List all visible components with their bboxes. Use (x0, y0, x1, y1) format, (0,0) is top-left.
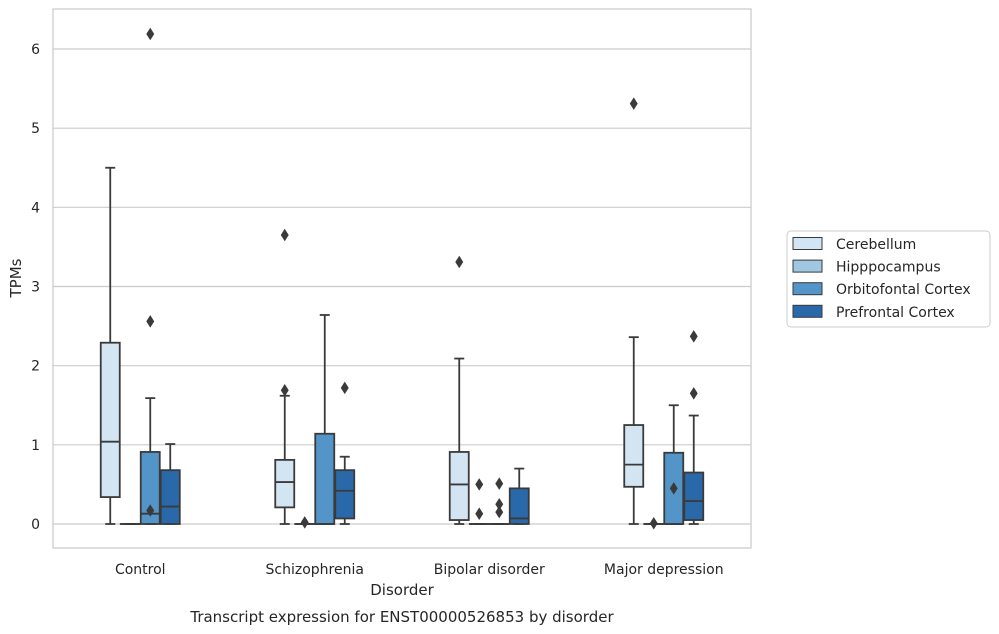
box-cerebellum (623, 97, 645, 525)
y-tick-label: 6 (31, 42, 40, 58)
x-tick-label: Schizophrenia (266, 562, 364, 578)
legend-frame (786, 230, 991, 328)
outlier-point (146, 315, 155, 328)
legend-swatch (792, 282, 823, 296)
legend-label: Cerebellum (836, 237, 916, 253)
box-orbitofontal-cortex (663, 404, 685, 525)
legend-label: Prefrontal Cortex (836, 305, 955, 321)
box-iqr (159, 469, 181, 525)
outlier-point (495, 477, 504, 490)
box-plot-area (99, 27, 705, 530)
y-tick-label: 1 (31, 438, 40, 454)
outlier-point (146, 504, 155, 517)
x-tick-label: Control (115, 562, 166, 578)
box-iqr (314, 432, 336, 525)
box-prefrontal-cortex (334, 381, 356, 525)
y-tick-label: 5 (31, 121, 40, 137)
plot-frame (52, 8, 752, 549)
y-tick-label: 4 (31, 200, 40, 216)
box-cerebellum (274, 228, 296, 525)
outlier-point (689, 387, 698, 400)
outlier-point (455, 255, 464, 269)
outlier-point (300, 516, 309, 529)
outlier-point (340, 381, 349, 395)
box-prefrontal-cortex (683, 330, 705, 525)
y-axis-ticks: 0 1 2 3 4 5 6 (31, 42, 40, 533)
legend-swatch (792, 259, 823, 273)
box-cerebellum (448, 255, 470, 525)
box-prefrontal-cortex (508, 467, 530, 525)
x-axis-title: Disorder (370, 581, 434, 599)
outlier-point (475, 507, 484, 520)
legend-label: Orbitofontal Cortex (836, 282, 971, 298)
outlier-point (280, 228, 289, 242)
box-cerebellum (99, 166, 121, 525)
box-iqr (508, 487, 530, 525)
box-iqr (99, 341, 121, 498)
box-hipppocampus (468, 478, 490, 525)
outlier-point (649, 516, 658, 530)
box-iqr (623, 424, 645, 488)
legend-swatch (792, 237, 823, 250)
box-hipppocampus (643, 516, 665, 530)
x-tick-label: Major depression (604, 562, 724, 578)
y-axis-title: TPMs (7, 258, 25, 298)
box-orbitofontal-cortex (314, 314, 336, 525)
box-iqr (139, 451, 161, 525)
outlier-point (146, 27, 155, 41)
legend-label: Hipppocampus (836, 260, 941, 276)
y-tick-label: 0 (31, 517, 40, 533)
outlier-point (280, 383, 289, 397)
box-iqr (334, 469, 356, 520)
box-iqr (683, 471, 705, 521)
outlier-point (629, 97, 638, 110)
y-tick-label: 3 (31, 280, 40, 296)
box-iqr (274, 458, 296, 509)
legend-swatch (792, 304, 823, 318)
outlier-point (495, 497, 504, 511)
x-axis-ticks: Control Schizophrenia Bipolar disorder Majo… (115, 562, 724, 578)
box-orbitofontal-cortex (139, 27, 161, 525)
y-tick-label: 2 (31, 359, 40, 375)
box-iqr (448, 451, 470, 521)
box-orbitofontal-cortex (488, 477, 510, 525)
legend: Cerebellum Hipppocampus Orbitofontal Corte… (786, 230, 991, 328)
x-tick-label: Bipolar disorder (434, 562, 545, 578)
box-prefrontal-cortex (159, 443, 181, 525)
outlier-point (495, 505, 504, 519)
box-hipppocampus (294, 516, 316, 529)
outlier-point (669, 482, 678, 495)
chart-caption: Transcript expression for ENST0000052685… (189, 608, 614, 626)
outlier-point (475, 478, 484, 491)
outlier-point (689, 330, 698, 343)
